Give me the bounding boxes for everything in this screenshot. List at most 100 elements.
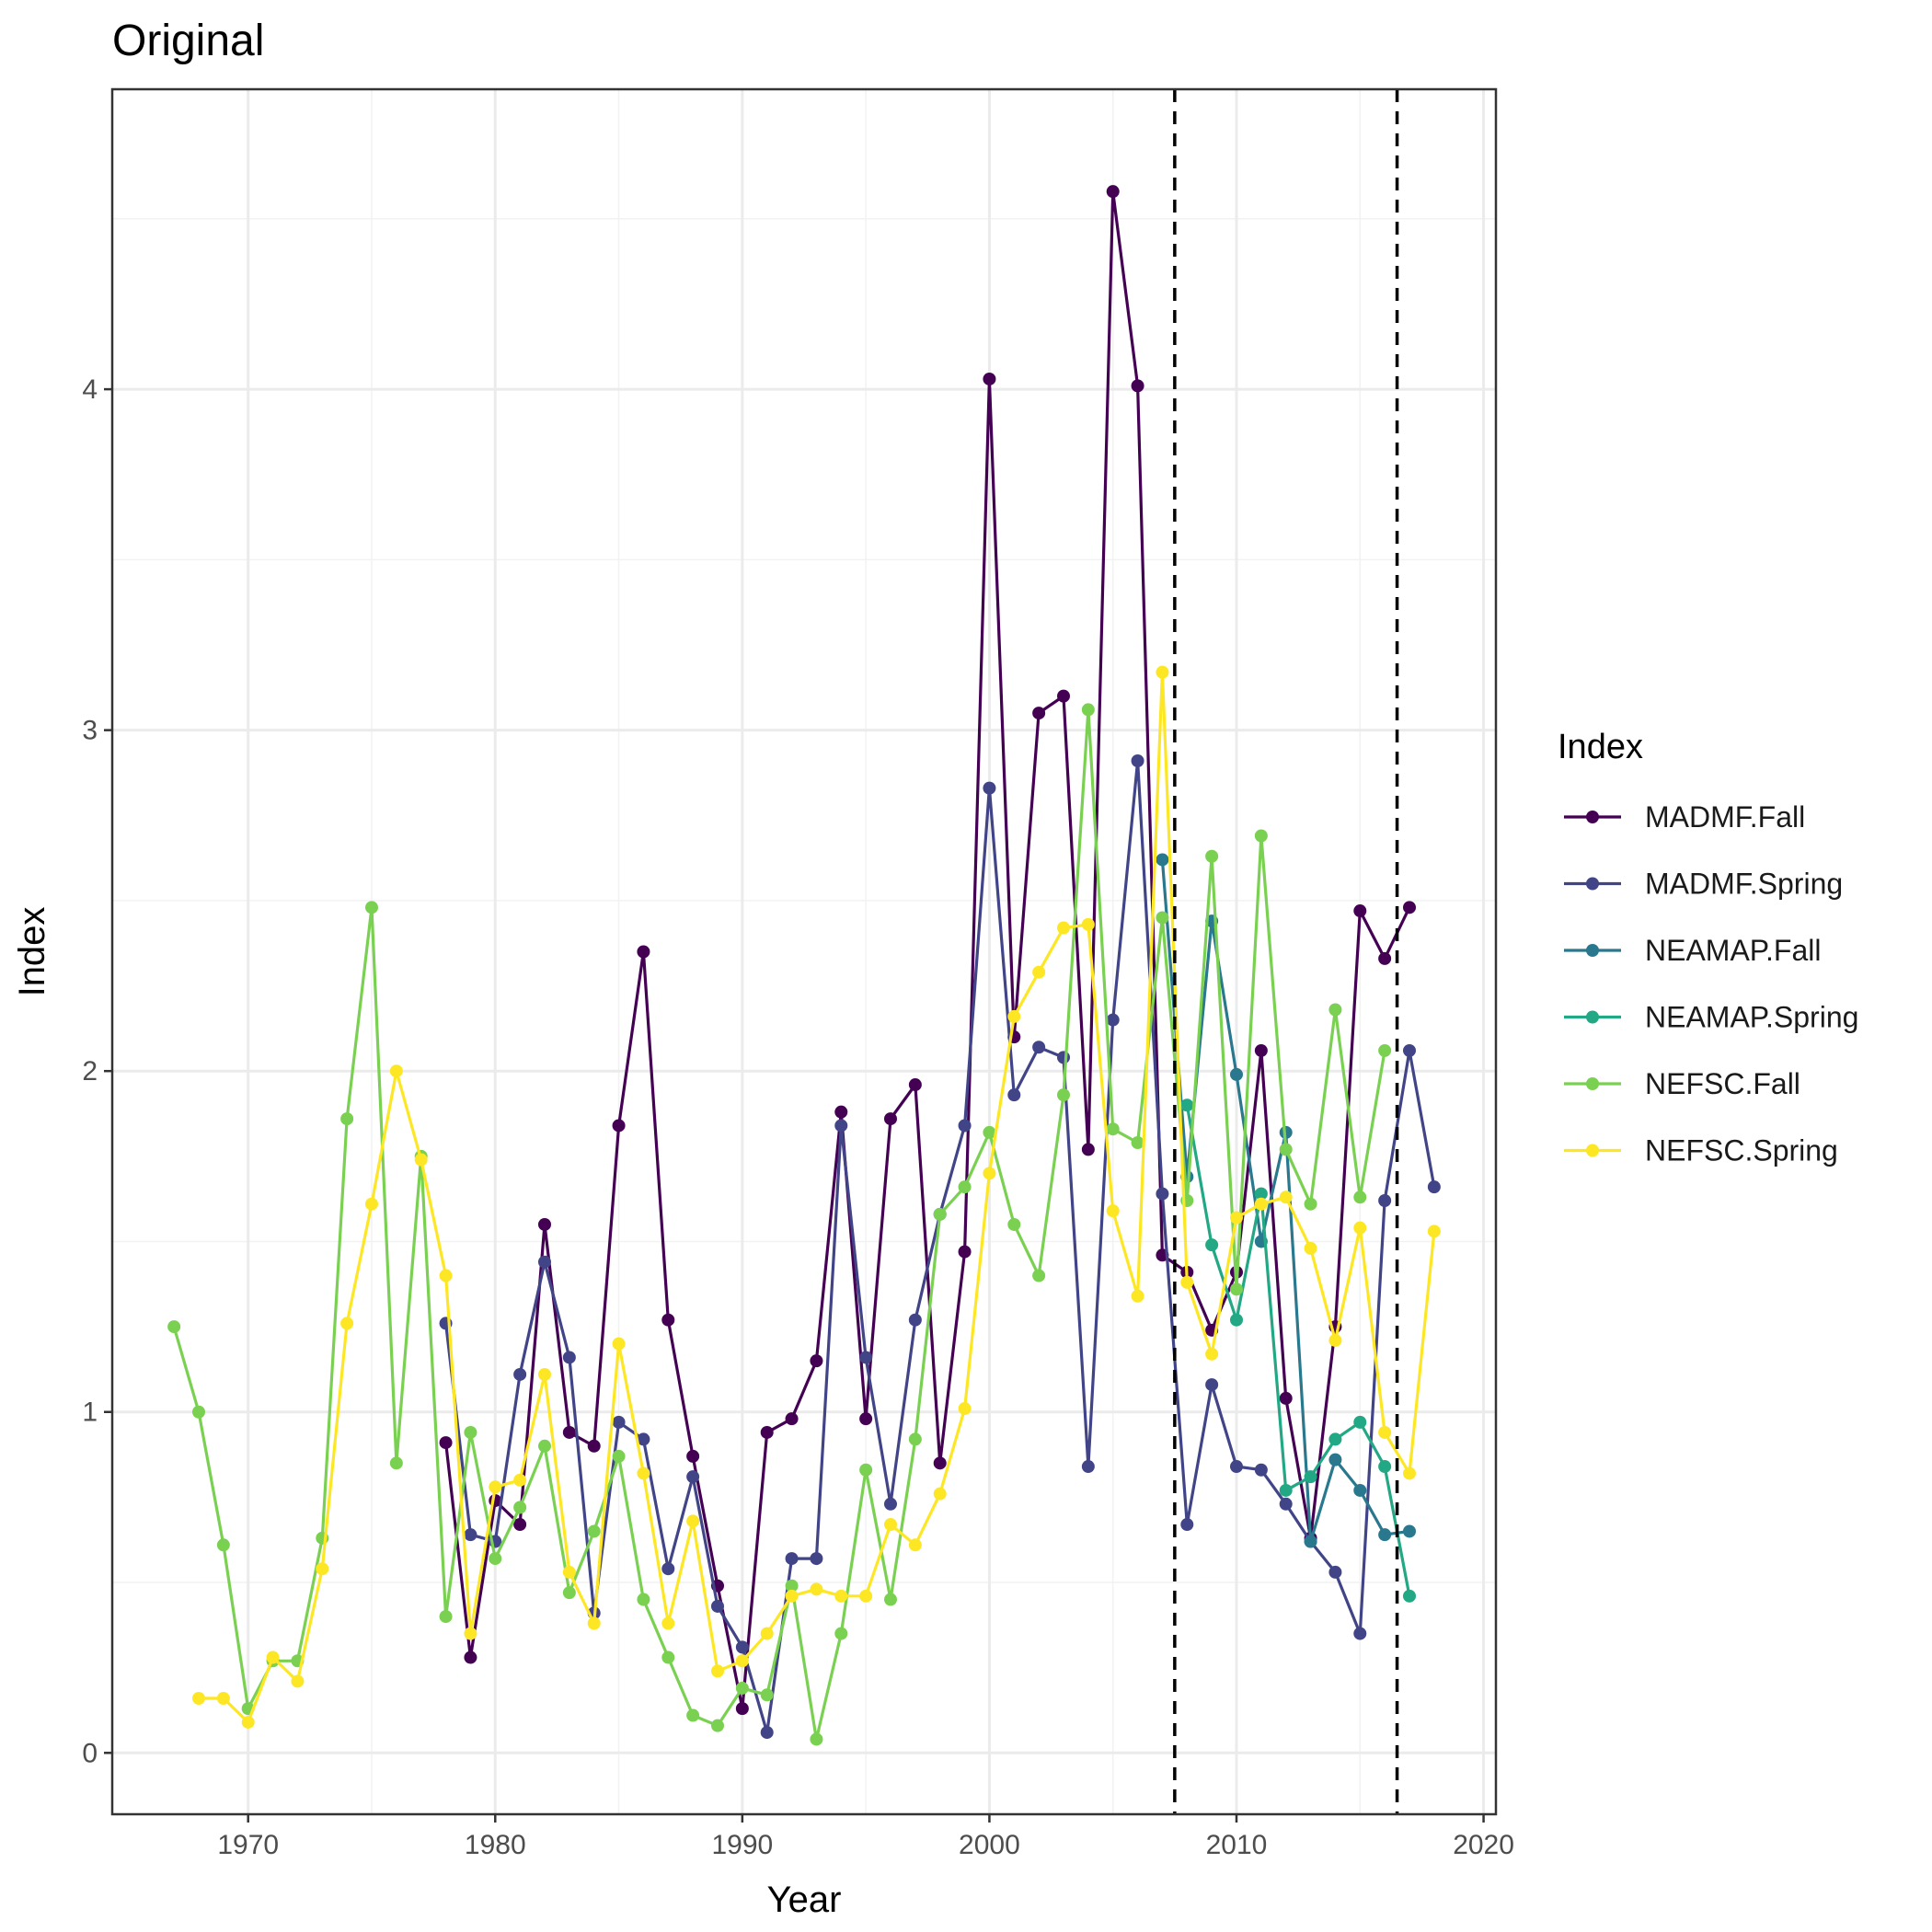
data-point [637, 1466, 650, 1480]
data-point [1328, 1453, 1342, 1466]
data-point [908, 1078, 922, 1092]
data-point [1007, 1009, 1021, 1023]
data-point [562, 1586, 576, 1600]
data-point [1057, 1088, 1070, 1102]
panel-background [112, 89, 1496, 1814]
data-point [513, 1367, 527, 1381]
data-point [192, 1692, 205, 1706]
data-point [1230, 1067, 1243, 1081]
data-point [1131, 1289, 1144, 1303]
legend-key-point [1586, 877, 1599, 891]
x-tick-label: 2010 [1206, 1830, 1268, 1860]
y-tick-label: 0 [82, 1738, 98, 1768]
data-point [1279, 1391, 1293, 1405]
data-point [1156, 911, 1169, 925]
data-point [834, 1627, 848, 1640]
data-point [1230, 1460, 1243, 1474]
data-point [1328, 1333, 1342, 1347]
data-point [958, 1245, 972, 1259]
data-point [958, 1119, 972, 1133]
data-point [735, 1640, 749, 1654]
data-point [785, 1552, 799, 1566]
data-point [735, 1654, 749, 1668]
data-point [1156, 1187, 1169, 1201]
data-point [1156, 665, 1169, 679]
data-point [686, 1449, 700, 1463]
legend-key-point [1586, 811, 1599, 823]
data-point [735, 1702, 749, 1716]
data-point [1007, 1088, 1021, 1102]
data-point [735, 1681, 749, 1695]
data-point [661, 1650, 675, 1664]
data-point [1230, 1282, 1243, 1296]
plot-panel [110, 87, 1498, 1816]
data-point [1378, 1043, 1392, 1057]
data-point [1254, 1043, 1268, 1057]
y-tick-label: 4 [82, 374, 98, 405]
data-point [1180, 1275, 1194, 1289]
data-point [1254, 1197, 1268, 1211]
data-point [241, 1715, 255, 1729]
legend-item: MADMF.Spring [1564, 868, 1843, 901]
data-point [1304, 1470, 1317, 1484]
y-axis-title: Index [12, 907, 52, 997]
legend-label: NEAMAP.Fall [1645, 934, 1821, 967]
data-point [1353, 1627, 1367, 1640]
data-point [1279, 1483, 1293, 1497]
data-point [1007, 1217, 1021, 1231]
data-point [859, 1589, 873, 1603]
legend-key-point [1586, 1144, 1599, 1157]
data-point [587, 1524, 601, 1538]
data-point [538, 1439, 551, 1453]
x-tick-label: 2020 [1453, 1830, 1514, 1860]
data-point [834, 1119, 848, 1133]
data-point [340, 1317, 354, 1330]
data-point [1403, 1043, 1416, 1057]
data-point [1254, 829, 1268, 843]
data-point [1378, 1425, 1392, 1439]
data-point [661, 1616, 675, 1630]
data-point [562, 1351, 576, 1364]
data-point [686, 1708, 700, 1722]
x-tick-label: 1980 [465, 1830, 526, 1860]
data-point [1427, 1180, 1441, 1194]
data-point [1254, 1463, 1268, 1477]
data-point [933, 1487, 947, 1501]
data-point [760, 1726, 774, 1740]
data-point [365, 1197, 378, 1211]
data-point [1081, 1460, 1095, 1474]
data-point [1081, 917, 1095, 931]
data-point [908, 1313, 922, 1327]
legend-label: NEFSC.Fall [1645, 1067, 1800, 1100]
data-point [1131, 379, 1144, 393]
data-point [587, 1439, 601, 1453]
data-point [1106, 1013, 1120, 1027]
data-point [834, 1589, 848, 1603]
data-point [1081, 1143, 1095, 1156]
data-point [1106, 1204, 1120, 1218]
y-tick-label: 1 [82, 1397, 98, 1428]
data-point [1057, 921, 1070, 935]
data-point [1403, 1466, 1416, 1480]
data-point [439, 1269, 453, 1282]
legend-item: NEFSC.Spring [1564, 1134, 1838, 1167]
data-point [1032, 707, 1046, 720]
data-point [464, 1425, 477, 1439]
data-point [1180, 1098, 1194, 1112]
data-point [1205, 1238, 1219, 1252]
data-point [365, 901, 378, 914]
data-point [1353, 1190, 1367, 1204]
legend-item: NEFSC.Fall [1564, 1067, 1800, 1100]
data-point [489, 1552, 502, 1566]
legend-title: Index [1558, 728, 1643, 766]
data-point [316, 1562, 329, 1576]
data-point [167, 1320, 181, 1334]
data-point [1205, 849, 1219, 863]
data-point [983, 372, 996, 385]
data-point [785, 1579, 799, 1593]
data-point [513, 1501, 527, 1514]
legend-item: MADMF.Fall [1564, 800, 1805, 834]
data-point [859, 1412, 873, 1426]
data-point [760, 1425, 774, 1439]
